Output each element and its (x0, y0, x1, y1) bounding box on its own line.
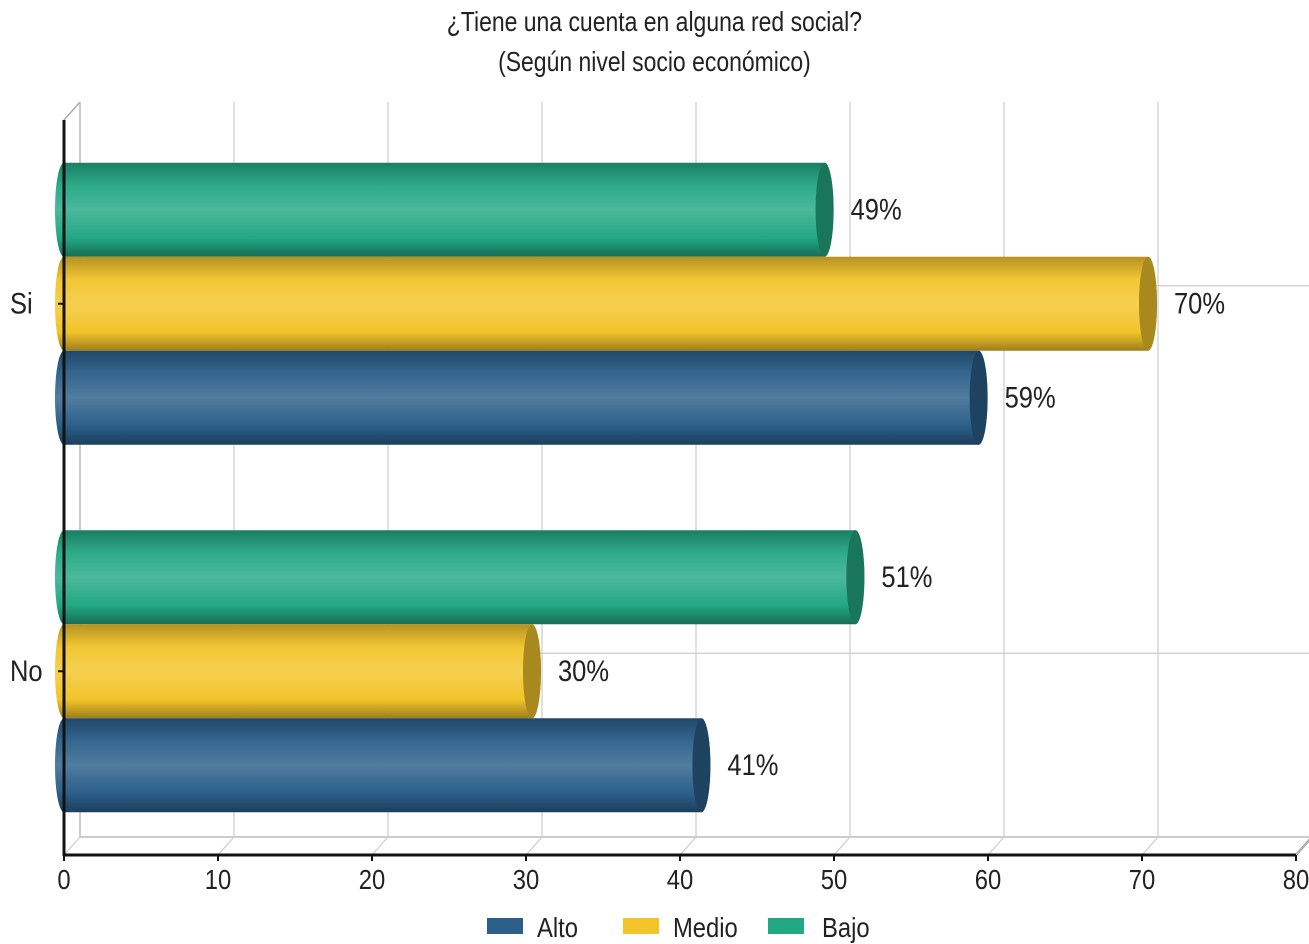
floor-gridline-60 (987, 836, 1005, 856)
data-label-alto-no: 41% (727, 748, 778, 781)
floor-gridline-80 (1295, 839, 1309, 856)
floor-gridline-0 (63, 836, 81, 856)
data-label-alto-si: 59% (1005, 381, 1056, 414)
floor-gridline-30 (525, 836, 543, 856)
floor-gridline-50 (833, 836, 851, 856)
legend-label-bajo: Bajo (822, 911, 870, 943)
bar-body (55, 530, 865, 625)
data-label-medio-si: 70% (1174, 287, 1225, 320)
data-label-bajo-no: 51% (881, 560, 932, 593)
x-tick-label-30: 30 (513, 863, 539, 895)
x-tick-label-60: 60 (975, 863, 1001, 895)
bar-cap (846, 530, 865, 625)
bar-cap (815, 162, 834, 257)
legend-label-medio: Medio (673, 911, 738, 943)
floor-gridline-40 (679, 836, 697, 856)
legend-swatch-bajo (768, 918, 804, 934)
chart-title: ¿Tiene una cuenta en alguna red social? (446, 6, 863, 37)
category-label-si: Si (10, 287, 33, 320)
x-tick-label-20: 20 (359, 863, 385, 895)
bar-alto-si (55, 350, 988, 445)
bar-cap (523, 624, 541, 719)
floor-gridline-70 (1141, 836, 1159, 856)
x-tick-label-80: 80 (1283, 863, 1309, 895)
legend-swatch-medio (623, 918, 659, 934)
bar-alto-no (55, 718, 711, 813)
bar-body (55, 162, 834, 257)
wall-edge-top (63, 101, 81, 121)
bar-medio-no (55, 624, 541, 719)
floor-gridline-10 (217, 836, 235, 856)
x-tick-label-70: 70 (1129, 863, 1155, 895)
chart-subtitle: (Según nivel socio económico) (498, 46, 811, 77)
legend-swatch-alto (487, 918, 523, 934)
bar-cap (969, 350, 988, 445)
bar-cap (692, 718, 711, 813)
data-label-bajo-si: 49% (851, 193, 902, 226)
bar-bajo-si (55, 162, 834, 257)
bar-body (55, 256, 1157, 351)
legend-label-alto: Alto (537, 911, 578, 943)
bar-bajo-no (55, 530, 865, 625)
bar-body (55, 350, 988, 445)
category-label-no: No (10, 654, 43, 687)
floor-gridline-20 (371, 836, 389, 856)
x-tick-label-0: 0 (57, 863, 70, 895)
bar-medio-si (55, 256, 1157, 351)
bar-body (55, 718, 711, 813)
bar-body (55, 624, 541, 719)
x-tick-label-40: 40 (667, 863, 693, 895)
x-tick-label-50: 50 (821, 863, 847, 895)
x-tick-label-10: 10 (205, 863, 231, 895)
data-label-medio-no: 30% (558, 654, 609, 687)
bar-cap (1139, 256, 1157, 351)
